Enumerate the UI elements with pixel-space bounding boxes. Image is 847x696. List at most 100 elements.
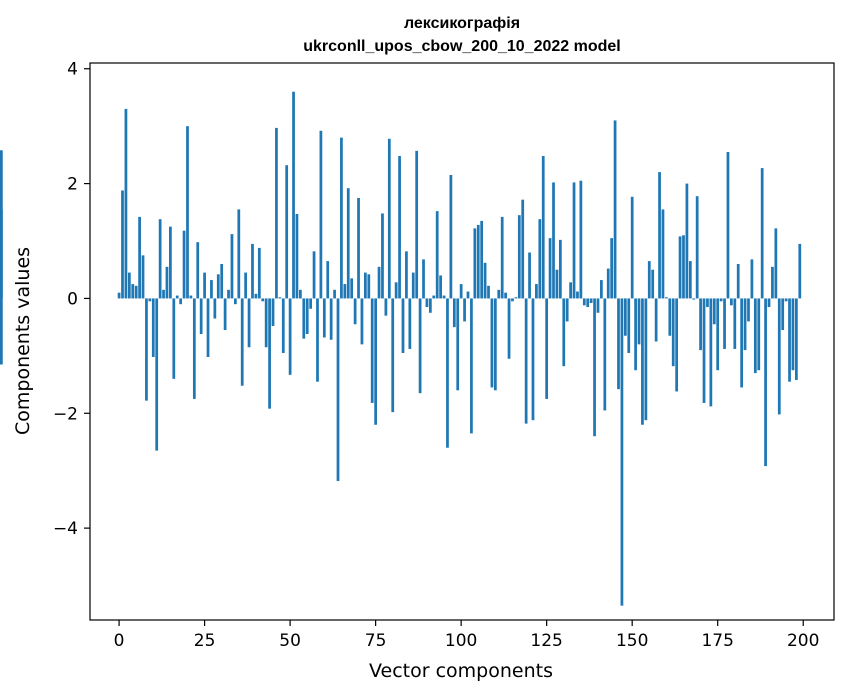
bar: [432, 295, 436, 299]
bar: [500, 216, 504, 299]
bar: [784, 298, 788, 302]
bar: [179, 298, 183, 305]
bar: [688, 261, 692, 299]
bar: [408, 298, 412, 349]
bar: [398, 156, 401, 299]
plot-frame: [89, 62, 835, 621]
bar: [162, 289, 165, 299]
bar: [466, 291, 470, 299]
bar: [405, 251, 408, 299]
bar: [726, 152, 730, 299]
bar: [596, 298, 600, 313]
bar: [771, 266, 774, 299]
bar: [593, 298, 596, 437]
bar: [647, 261, 651, 299]
bar: [517, 215, 521, 299]
bar: [237, 209, 241, 299]
bar: [234, 298, 237, 305]
bar: [261, 298, 265, 302]
bar: [292, 91, 295, 299]
bar: [333, 289, 336, 299]
bar: [384, 298, 388, 316]
bar: [251, 243, 254, 299]
bar: [312, 251, 316, 299]
bar: [350, 278, 354, 299]
bar: [257, 247, 261, 299]
bar: [326, 261, 330, 299]
bar: [302, 298, 306, 339]
y-axis-ticks: −4 −2 0 2 4: [53, 60, 90, 539]
bar: [671, 298, 675, 367]
bar: [216, 274, 220, 299]
bar: [514, 297, 518, 299]
bar: [678, 236, 682, 299]
bar: [124, 108, 128, 299]
bar: [446, 298, 449, 448]
bar: [138, 216, 141, 299]
bar: [415, 150, 419, 299]
x-tick-label: 175: [701, 631, 733, 651]
bar: [151, 298, 155, 357]
bar: [716, 298, 720, 371]
bar: [165, 266, 169, 299]
bar: [141, 255, 145, 299]
bar: [189, 295, 193, 299]
y-axis-label: Components values: [12, 247, 34, 435]
bar: [521, 199, 525, 299]
bar: [764, 298, 767, 467]
bar: [555, 269, 559, 299]
bar: [781, 298, 785, 331]
bar: [182, 230, 186, 299]
bar: [589, 298, 593, 304]
bar: [210, 280, 213, 299]
chart-subtitle: ukrconll_upos_cbow_200_10_2022 model: [303, 38, 620, 55]
bar: [340, 137, 343, 299]
bar: [719, 298, 723, 302]
bar: [548, 238, 552, 299]
x-tick-label: 100: [445, 631, 477, 651]
bar: [730, 298, 733, 306]
bar: [507, 298, 511, 359]
bar: [747, 298, 750, 322]
bar: [603, 298, 607, 411]
bar: [582, 298, 586, 306]
bar: [709, 298, 713, 407]
bar: [613, 120, 617, 299]
bar: [442, 295, 446, 299]
bar: [213, 298, 217, 319]
bar: [620, 298, 624, 606]
bar: [172, 298, 176, 379]
bar: [490, 298, 494, 388]
x-tick-label: 25: [194, 631, 216, 651]
bar: [634, 298, 637, 371]
bar: [791, 298, 795, 371]
bar: [285, 165, 289, 299]
bar: [411, 272, 415, 299]
bar: [428, 298, 432, 313]
bar: [572, 182, 576, 299]
bar: [552, 182, 555, 299]
bar: [528, 252, 531, 299]
bar: [545, 298, 549, 399]
bar: [579, 180, 583, 299]
bar: [305, 298, 309, 335]
x-tick-label: 150: [616, 631, 648, 651]
bar: [675, 298, 679, 392]
bar: [767, 298, 771, 308]
bar: [186, 126, 189, 299]
bar: [699, 298, 702, 351]
bar: [357, 197, 360, 299]
bar: [654, 298, 658, 342]
bar: [795, 298, 798, 380]
x-tick-label: 200: [787, 631, 819, 651]
bar: [377, 266, 381, 299]
bar: [346, 188, 350, 299]
bar: [329, 298, 333, 340]
bar: [712, 298, 716, 325]
bar: [295, 214, 299, 299]
bar: [319, 130, 323, 299]
bar: [627, 298, 631, 353]
bar: [145, 298, 148, 401]
bar: [524, 298, 528, 424]
